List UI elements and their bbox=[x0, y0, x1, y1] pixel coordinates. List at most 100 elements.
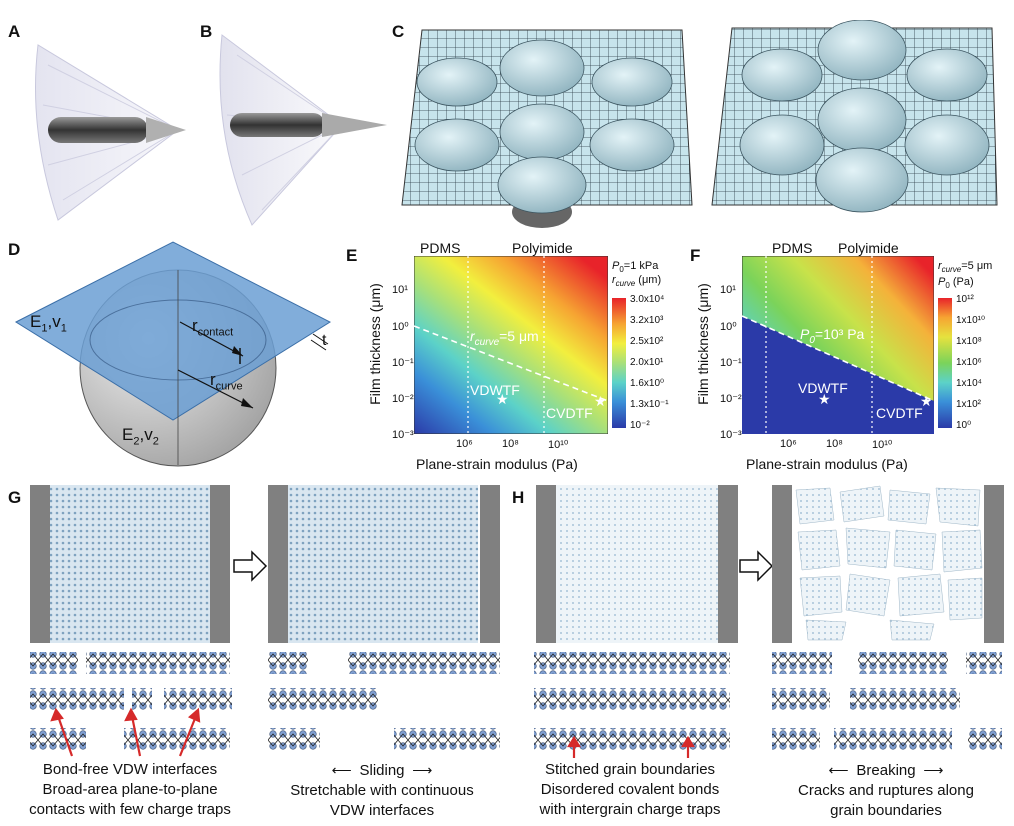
sliding-line: ⟵ Sliding ⟶ bbox=[331, 762, 433, 779]
electrode bbox=[984, 485, 1004, 643]
arrow-right-icon bbox=[739, 550, 774, 582]
panel-label-d: D bbox=[8, 240, 21, 259]
caption-line: Cracks and ruptures along bbox=[798, 782, 974, 799]
e-ytick: 10⁻³ bbox=[392, 429, 414, 441]
f-ytick: 10⁰ bbox=[720, 321, 737, 333]
e-colorbar bbox=[612, 298, 626, 428]
f-cb-tick: 1x10² bbox=[956, 399, 982, 410]
atomic-layers-row bbox=[30, 652, 1002, 758]
f-xtick: 10⁸ bbox=[826, 438, 843, 450]
f-contour-line bbox=[742, 315, 934, 402]
f-cvdtf-label: CVDTF bbox=[876, 405, 923, 421]
caption-line: VDW interfaces bbox=[329, 802, 435, 819]
panel-label-e: E bbox=[346, 246, 358, 265]
e-ylabel: Film thickness (μm) bbox=[367, 283, 383, 405]
h-left-caption: Stitched grain boundaries Disordered cov… bbox=[510, 760, 750, 820]
g-h-film-row bbox=[30, 485, 1004, 643]
electrode bbox=[718, 485, 738, 643]
panel-label-c: C bbox=[392, 22, 405, 41]
f-cb-tick: 1x10⁴ bbox=[956, 378, 982, 389]
e-cb-tick: 1.3x10⁻¹ bbox=[630, 399, 669, 410]
f-xtick: 10⁶ bbox=[780, 438, 797, 450]
e-cvdtf-label: CVDTF bbox=[546, 405, 593, 421]
caption-line: Stitched grain boundaries bbox=[544, 761, 716, 778]
e-xtick: 10⁸ bbox=[502, 438, 519, 450]
electrode bbox=[772, 485, 792, 643]
broken-grains bbox=[795, 485, 983, 641]
f-ylabel: Film thickness (μm) bbox=[695, 283, 711, 405]
f-polyimide-label: Polyimide bbox=[838, 240, 899, 256]
f-cb-tick: 10⁰ bbox=[956, 420, 972, 431]
panel-label-f: F bbox=[690, 246, 701, 265]
panel-label-b: B bbox=[200, 22, 213, 41]
e-cb-tick: 1.6x10⁰ bbox=[630, 378, 665, 389]
f-ytick: 10⁻² bbox=[720, 393, 742, 405]
e-heatmap: ★ ★ bbox=[414, 256, 608, 434]
f-cb-tick: 1x10⁸ bbox=[956, 336, 982, 347]
caption-line: contacts with few charge traps bbox=[29, 801, 231, 818]
caption-line: Bond-free VDW interfaces bbox=[42, 761, 218, 778]
e-pdms-label: PDMS bbox=[420, 240, 461, 256]
f-xtick: 10¹⁰ bbox=[872, 439, 893, 451]
electrode bbox=[480, 485, 500, 643]
e-cvdtf-star: ★ bbox=[594, 394, 607, 410]
electrode bbox=[210, 485, 230, 643]
e-xtick: 10⁶ bbox=[456, 438, 473, 450]
e-cb-tick: 2.5x10² bbox=[630, 336, 664, 347]
caption-line: Broad-area plane-to-plane bbox=[42, 781, 218, 798]
panel-label-g: G bbox=[8, 488, 22, 507]
panel-a-illustration bbox=[35, 44, 186, 221]
f-ytick: 10⁻³ bbox=[720, 429, 742, 441]
h-right-caption: ⟵ Breaking ⟶ Cracks and ruptures along g… bbox=[766, 760, 1006, 821]
e-xlabel: Plane-strain modulus (Pa) bbox=[416, 456, 578, 472]
e-contour-label: rcurve=5 μm bbox=[470, 328, 539, 348]
e-contour-line bbox=[414, 325, 608, 402]
caption-line: Stretchable with continuous bbox=[290, 782, 474, 799]
electrode bbox=[536, 485, 556, 643]
f-pdms-label: PDMS bbox=[772, 240, 813, 256]
f-ytick: 10¹ bbox=[720, 284, 736, 296]
r-curve-label: rcurve bbox=[210, 370, 243, 393]
e-cb-tick: 3.0x10⁴ bbox=[630, 294, 665, 305]
panel-c-illustration bbox=[401, 20, 998, 228]
f-vdwtf-label: VDWTF bbox=[798, 380, 848, 396]
f-ytick: 10⁻¹ bbox=[720, 357, 742, 369]
electrode bbox=[30, 485, 50, 643]
f-cb-tick: 1x10⁶ bbox=[956, 357, 982, 368]
bullet-body bbox=[230, 113, 325, 137]
e-polyimide-label: Polyimide bbox=[512, 240, 573, 256]
panel-label-a: A bbox=[8, 22, 21, 41]
panel-d-illustration bbox=[14, 241, 332, 467]
e-ytick: 10⁻² bbox=[392, 393, 414, 405]
thin-film bbox=[14, 241, 332, 421]
e-cb-tick: 2.0x10¹ bbox=[630, 357, 664, 368]
e-cb-tick: 3.2x10³ bbox=[630, 315, 664, 326]
f-cb-tick: 10¹² bbox=[956, 294, 974, 305]
caption-line: grain boundaries bbox=[830, 802, 942, 819]
r-contact-label: rcontact bbox=[192, 316, 234, 339]
breaking-line: ⟵ Breaking ⟶ bbox=[828, 762, 944, 779]
f-legend-p0: P0 (Pa) bbox=[938, 276, 974, 291]
sphere-modulus-label: E2,v2 bbox=[122, 425, 159, 448]
f-legend-rcurve: rcurve=5 μm bbox=[938, 260, 993, 275]
bullet-body bbox=[48, 117, 148, 143]
red-arrow-icon bbox=[50, 707, 201, 757]
e-legend-p0: P0=1 kPa bbox=[612, 260, 659, 275]
g-right-caption: ⟵ Sliding ⟶ Stretchable with continuous … bbox=[262, 760, 502, 821]
e-legend-rcurve: rcurve (μm) bbox=[612, 274, 662, 289]
red-arrow-icon bbox=[567, 735, 695, 758]
arrow-right-icon bbox=[233, 550, 268, 582]
f-contour-label: P0=10³ Pa bbox=[800, 326, 865, 346]
e-ytick: 10⁻¹ bbox=[392, 357, 414, 369]
f-vdwtf-star: ★ bbox=[818, 392, 831, 408]
electrode bbox=[268, 485, 288, 643]
film-modulus-label: E1,v1 bbox=[30, 312, 67, 335]
f-cb-tick: 1x10¹⁰ bbox=[956, 315, 986, 326]
f-heatmap: ★ ★ bbox=[742, 256, 934, 434]
f-xlabel: Plane-strain modulus (Pa) bbox=[746, 456, 908, 472]
panel-b-illustration bbox=[219, 34, 387, 226]
g-left-caption: Bond-free VDW interfaces Broad-area plan… bbox=[10, 760, 250, 820]
e-ytick: 10¹ bbox=[392, 284, 408, 296]
e-cb-tick: 10⁻² bbox=[630, 420, 650, 431]
f-colorbar bbox=[938, 298, 952, 428]
